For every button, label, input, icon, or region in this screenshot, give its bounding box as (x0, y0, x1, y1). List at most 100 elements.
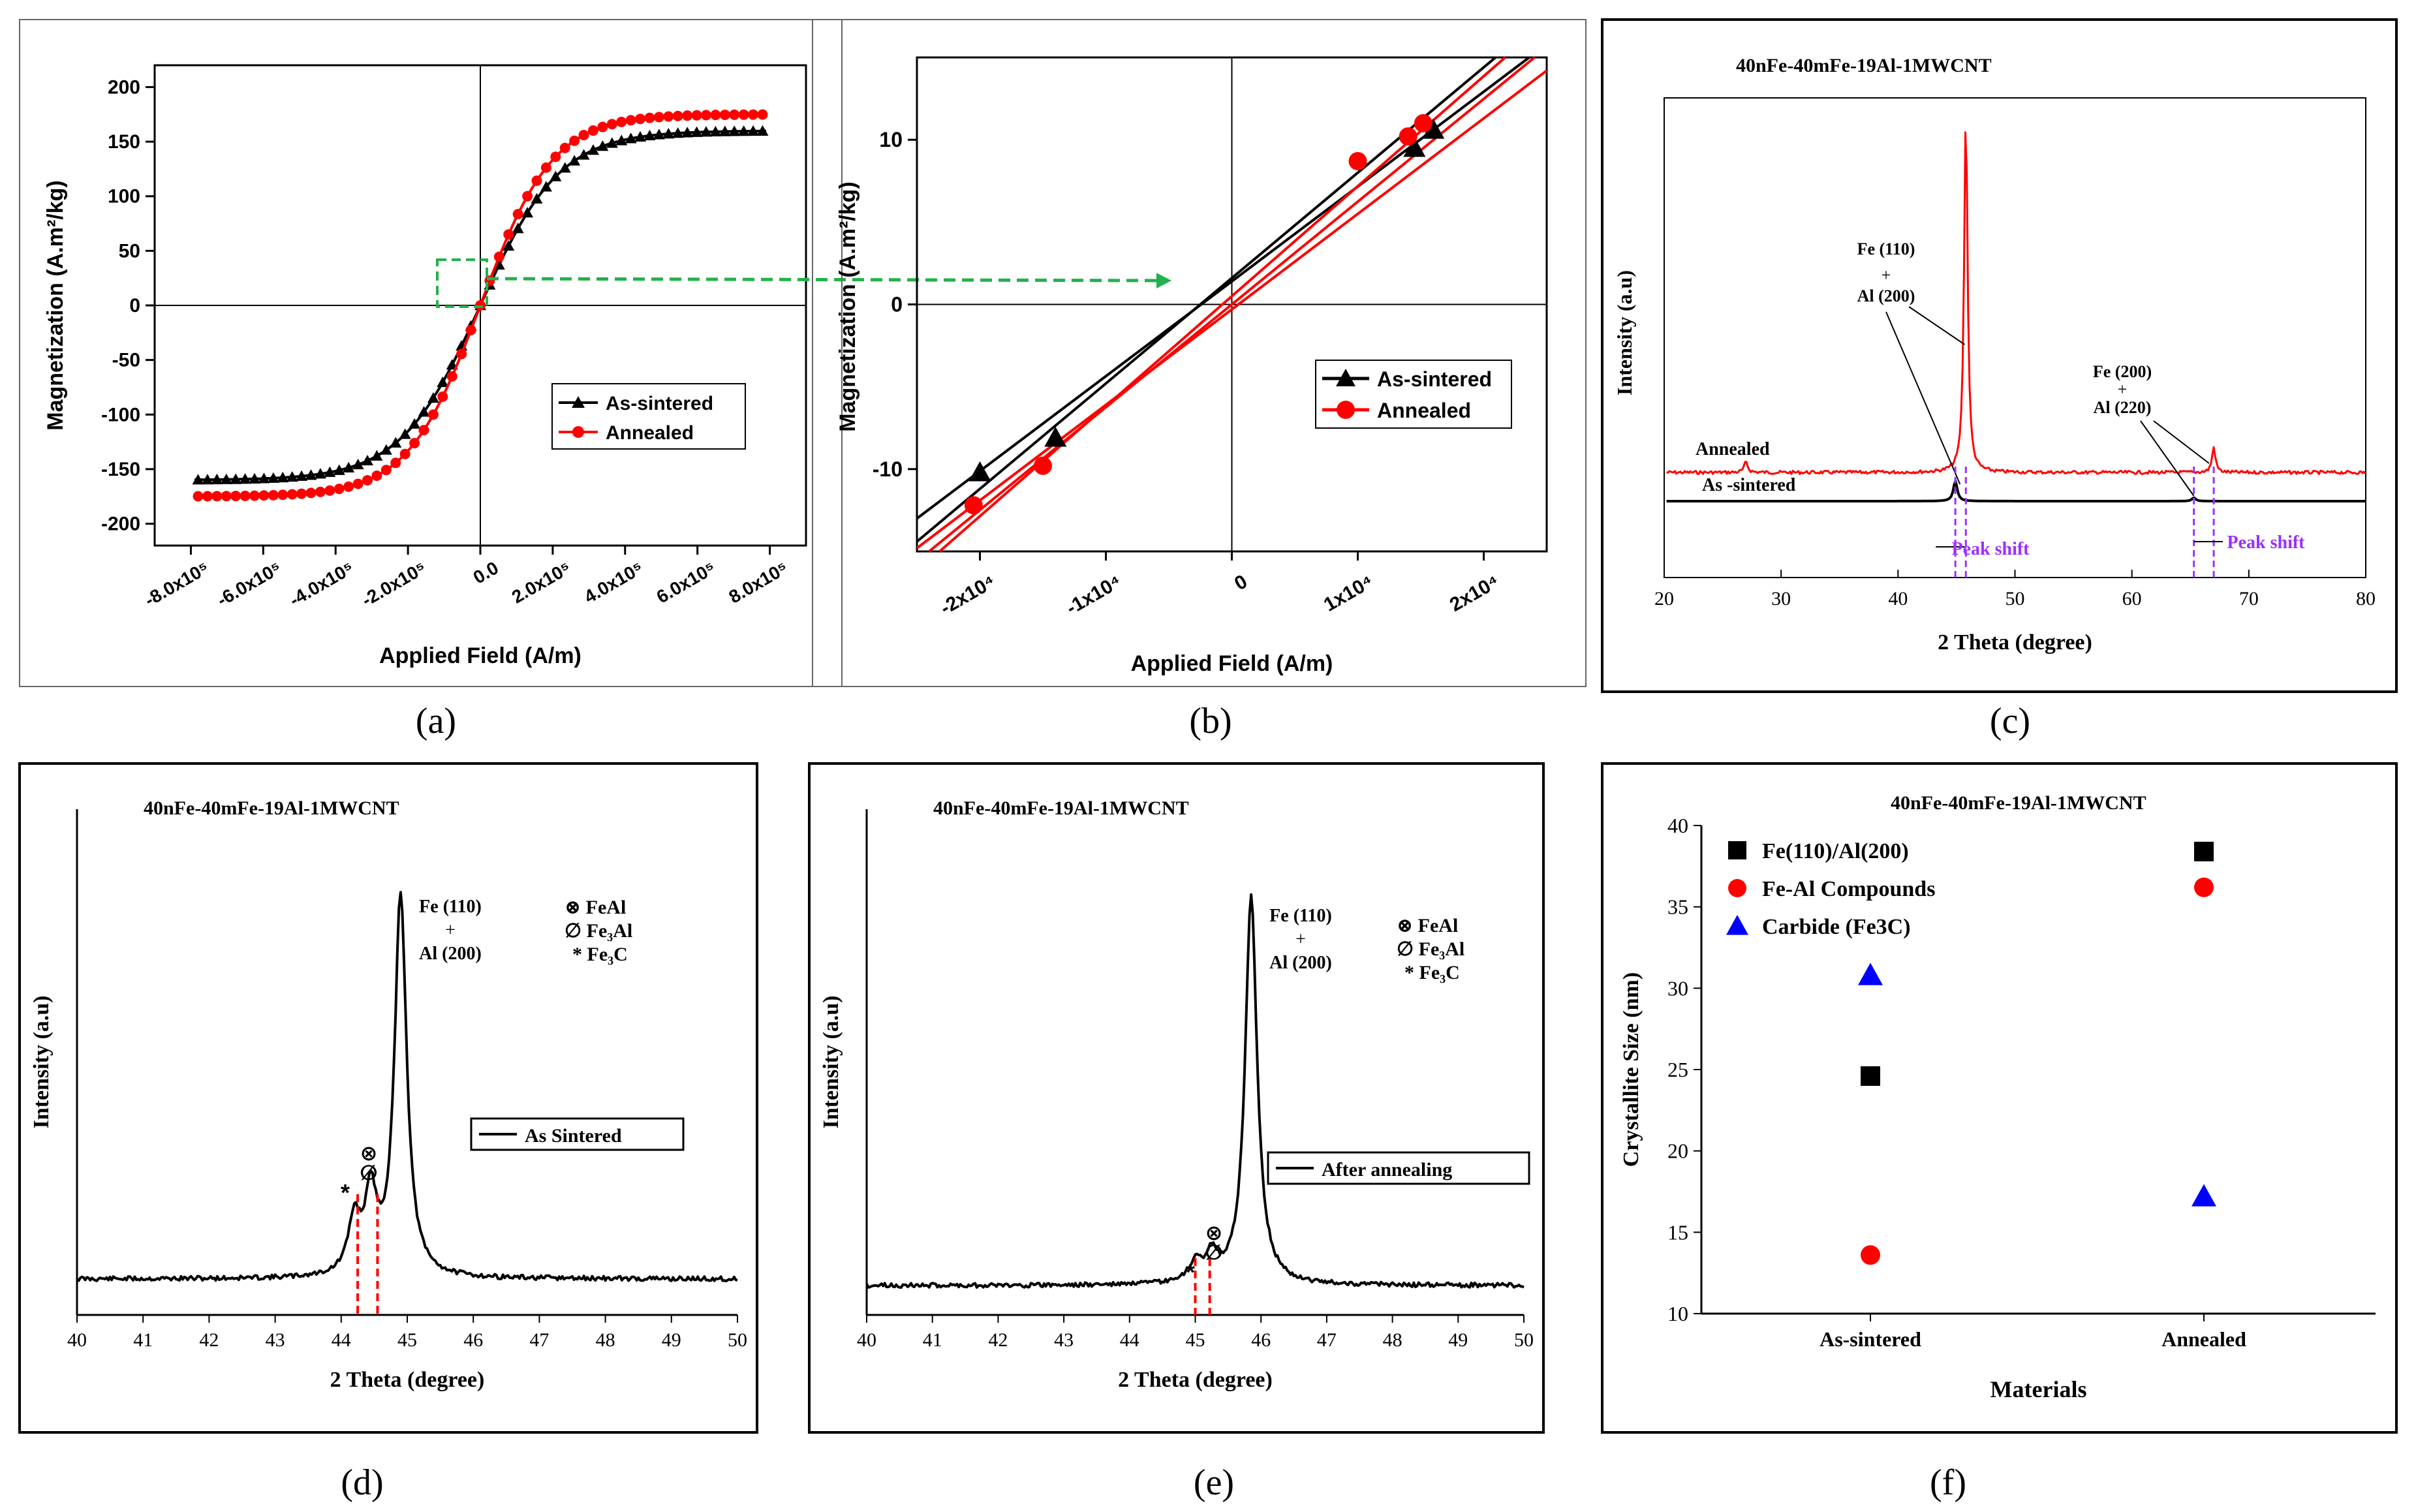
peak-label-al200-c: Al (200) (1857, 286, 1915, 305)
x-tick-label-c: 70 (2239, 588, 2259, 609)
data-point-a (550, 151, 561, 162)
y-tick-label-f: 10 (1667, 1302, 1688, 1325)
xrd-pattern-e (865, 893, 1525, 1289)
data-point-a (362, 474, 373, 486)
data-point-a (193, 491, 204, 502)
data-point-a (390, 457, 401, 469)
phase-legend-fe3al-e: ∅ Fe₃Al (1397, 938, 1464, 960)
data-point-a (747, 125, 760, 136)
data-point-a (296, 488, 307, 499)
x-tick-label-e: 46 (1251, 1329, 1271, 1351)
data-point-a (268, 489, 279, 501)
data-point-a (672, 127, 684, 138)
data-point-a (343, 461, 355, 472)
x-tick-label-d: 48 (596, 1329, 615, 1351)
legend-marker-f (1726, 915, 1748, 935)
x-tick-label-a: -4.0x10⁵ (286, 557, 357, 610)
data-point-b (1348, 151, 1367, 170)
data-point-a (663, 111, 674, 122)
y-tick-label-a: 0 (129, 295, 140, 316)
data-point-a (643, 129, 656, 141)
legend-label-annealed-a: Annealed (606, 422, 694, 444)
fe3al-symbol-e: ∅ (1205, 1241, 1222, 1264)
data-point-a (710, 110, 721, 121)
feal-symbol-d: ⊗ (360, 1141, 378, 1165)
data-point-a (427, 392, 439, 403)
plot-area-c (1664, 97, 2366, 578)
x-axis-label-f: Materials (1990, 1376, 2087, 1402)
y-tick-label-f: 15 (1667, 1220, 1688, 1244)
data-point-a (465, 324, 476, 335)
x-tick-label-b: 1x10⁴ (1320, 570, 1377, 615)
data-point-a (371, 471, 382, 482)
hysteresis-branch-b (916, 56, 1496, 543)
x-axis-label-c: 2 Theta (degree) (1938, 630, 2092, 655)
data-point-a (324, 466, 336, 477)
data-point-a (305, 487, 317, 499)
panel-label: (a) (416, 701, 456, 741)
data-point-a (305, 469, 317, 480)
data-point-a (512, 223, 524, 234)
x-tick-label-d: 45 (397, 1329, 417, 1351)
panel-d-frame (18, 762, 758, 1434)
data-point-a (559, 162, 571, 173)
data-point-a (258, 472, 270, 484)
data-point-b (1399, 127, 1417, 146)
data-point-a (409, 438, 420, 449)
data-point-a (399, 428, 411, 439)
peak-label-fe110-c: Fe (110) (1857, 239, 1915, 258)
panel-b-frame (812, 19, 1587, 687)
data-point-a (352, 478, 364, 489)
panel-e-frame (808, 762, 1545, 1434)
data-point-a (691, 110, 702, 121)
data-point-a (456, 348, 467, 360)
legend-label-as-sintered-b: As-sintered (1377, 367, 1492, 391)
data-point-a (240, 490, 251, 501)
legend-marker-annealed-b (1337, 401, 1355, 419)
data-point-b (1403, 136, 1426, 157)
y-tick-label-a: -150 (101, 459, 140, 480)
data-point-a (418, 425, 429, 436)
y-tick-label-a: -100 (101, 404, 140, 425)
peak-label-al220-c: Al (220) (2094, 398, 2152, 417)
data-point-a (267, 472, 279, 483)
data-point-a (672, 110, 683, 121)
data-point-b (964, 496, 983, 515)
phase-legend-feal-e: ⊗ FeAl (1397, 915, 1458, 936)
panel-f-frame (1601, 762, 2398, 1434)
data-point-a (550, 170, 562, 181)
data-point-a (634, 131, 647, 142)
data-point-a (690, 126, 703, 137)
x-tick-label-b: -1x10⁴ (1062, 570, 1125, 619)
x-axis-label-b: Applied Field (A/m) (1131, 651, 1333, 676)
data-point-a (729, 109, 740, 120)
data-point-a (757, 109, 768, 120)
data-point-a (681, 127, 694, 138)
phase-legend-fe3c-d: * Fe₃C (572, 944, 628, 965)
peak-label-plus2-c: + (2118, 380, 2128, 399)
y-tick-label-f: 25 (1667, 1058, 1688, 1081)
data-point-a (522, 191, 533, 202)
legend-b (1315, 360, 1512, 429)
data-point-a (371, 450, 383, 461)
data-point-a (315, 486, 326, 497)
data-point-a (201, 474, 213, 485)
x-tick-label-e: 47 (1317, 1329, 1337, 1351)
x-tick-label-b: 2x10⁴ (1446, 570, 1503, 615)
data-point-a (615, 134, 628, 146)
y-tick-label-a: 200 (108, 76, 140, 98)
fe3c-symbol-d: * (341, 1179, 350, 1206)
x-tick-label-a: 0.0 (470, 557, 502, 587)
y-tick-label-b: 0 (891, 293, 903, 316)
data-point-a (333, 484, 345, 495)
series-legend-d (470, 1117, 685, 1151)
fe3al-symbol-d: ∅ (360, 1161, 377, 1184)
fe3c-symbol-e: * (1186, 1259, 1195, 1286)
panel-label: (b) (1189, 701, 1231, 741)
data-point-a (352, 458, 364, 470)
data-point-a (709, 125, 722, 137)
data-point-a (662, 128, 675, 139)
x-tick-label-d: 42 (199, 1329, 219, 1351)
data-point-f (1858, 963, 1883, 985)
peak-shift-label-right-c: Peak shift (2227, 532, 2306, 553)
